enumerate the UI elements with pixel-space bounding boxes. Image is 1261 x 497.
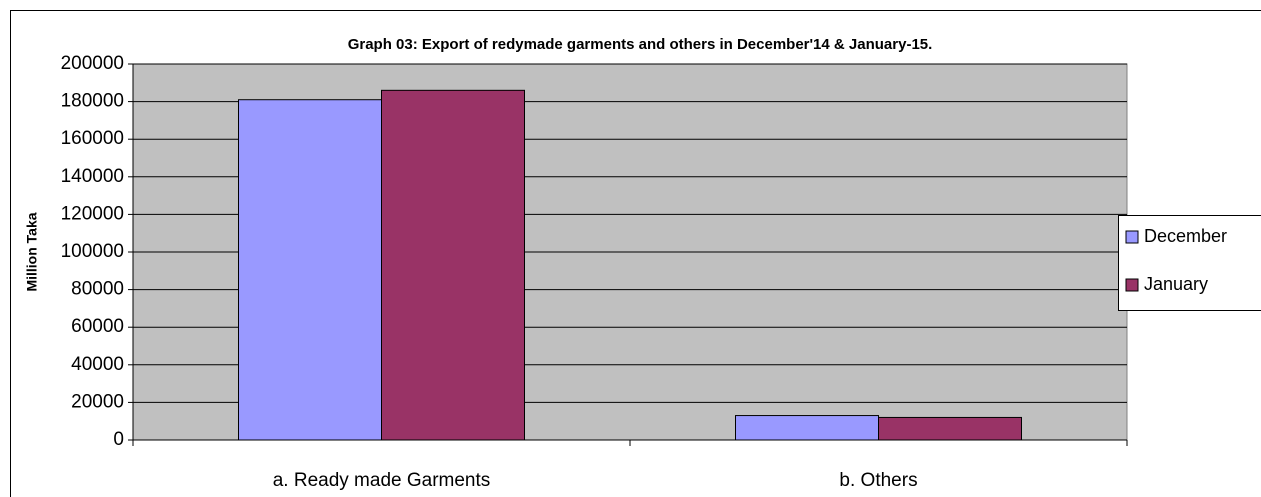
- y-tick-label: 160000: [61, 128, 124, 149]
- legend-label: December: [1144, 226, 1227, 246]
- bar: [238, 99, 382, 441]
- y-axis-label: Million Taka: [24, 212, 40, 291]
- y-tick-label: 120000: [61, 203, 124, 224]
- y-tick-label: 200000: [61, 53, 124, 74]
- y-tick-label: 20000: [71, 391, 124, 412]
- y-tick-label: 180000: [61, 91, 124, 112]
- bar: [735, 415, 879, 441]
- x-tick-label: a. Ready made Garments: [273, 470, 491, 491]
- bar: [381, 89, 525, 441]
- legend-swatch: [1125, 278, 1139, 292]
- y-tick-label: 80000: [71, 279, 124, 300]
- y-tick-label: 60000: [71, 316, 124, 337]
- y-tick-label: 100000: [61, 241, 124, 262]
- y-tick-label: 0: [113, 429, 124, 450]
- legend-label: January: [1144, 274, 1208, 294]
- legend-swatch: [1125, 230, 1139, 244]
- x-tick-label: b. Others: [839, 470, 917, 491]
- bar: [878, 416, 1022, 441]
- y-tick-label: 40000: [71, 354, 124, 375]
- legend-box: [1118, 215, 1261, 311]
- y-tick-label: 140000: [61, 166, 124, 187]
- chart-title: Graph 03: Export of redymade garments an…: [348, 36, 933, 53]
